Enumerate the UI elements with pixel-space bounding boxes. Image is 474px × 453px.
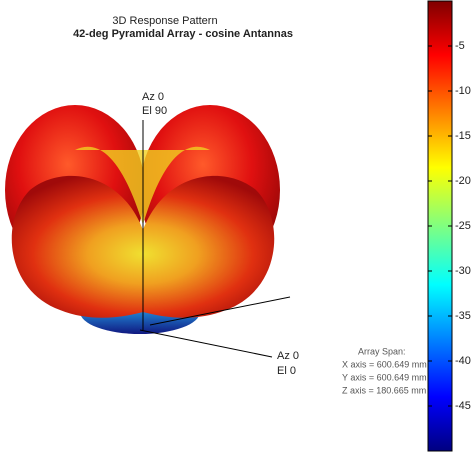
info: Y axis = 600.649 mm [342, 372, 427, 382]
annotation: El 0 [277, 365, 296, 377]
info: Z axis = 180.665 mm [342, 385, 426, 395]
info: Array Span: [358, 346, 406, 356]
axis-line [149, 296, 291, 326]
title: 3D Response Pattern [112, 15, 217, 27]
annotation: Az 0 [277, 350, 299, 362]
info: X axis = 600.649 mm [342, 359, 427, 369]
annotation: El 90 [142, 105, 167, 117]
colorbar-tick-label: -30 [455, 265, 471, 277]
axis-line [139, 329, 273, 358]
colorbar-tick-label: -25 [455, 220, 471, 232]
annotation: Az 0 [142, 91, 164, 103]
colorbar-tick-label: -15 [455, 130, 471, 142]
colorbar-tick-label: -35 [455, 310, 471, 322]
colorbar-tick-label: -10 [455, 85, 471, 97]
colorbar-tick-label: -45 [455, 400, 471, 412]
axes [139, 120, 291, 358]
colorbar-tick-label: -5 [455, 40, 465, 52]
colorbar-tick-label: -40 [455, 355, 471, 367]
subtitle: 42-deg Pyramidal Array - cosine Antannas [73, 28, 293, 40]
colorbar-tick-label: -20 [455, 175, 471, 187]
